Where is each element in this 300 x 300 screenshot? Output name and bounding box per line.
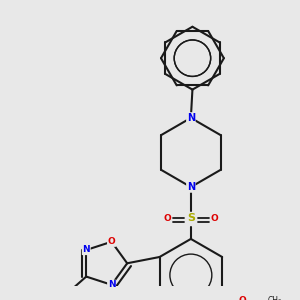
Text: N: N: [82, 245, 90, 254]
Text: O: O: [164, 214, 171, 223]
Text: N: N: [187, 113, 195, 123]
Text: CH₃: CH₃: [268, 296, 282, 300]
Text: S: S: [187, 214, 195, 224]
Text: N: N: [108, 280, 116, 289]
Text: O: O: [108, 237, 116, 246]
Text: O: O: [239, 296, 247, 300]
Text: N: N: [187, 182, 195, 192]
Text: O: O: [211, 214, 218, 223]
